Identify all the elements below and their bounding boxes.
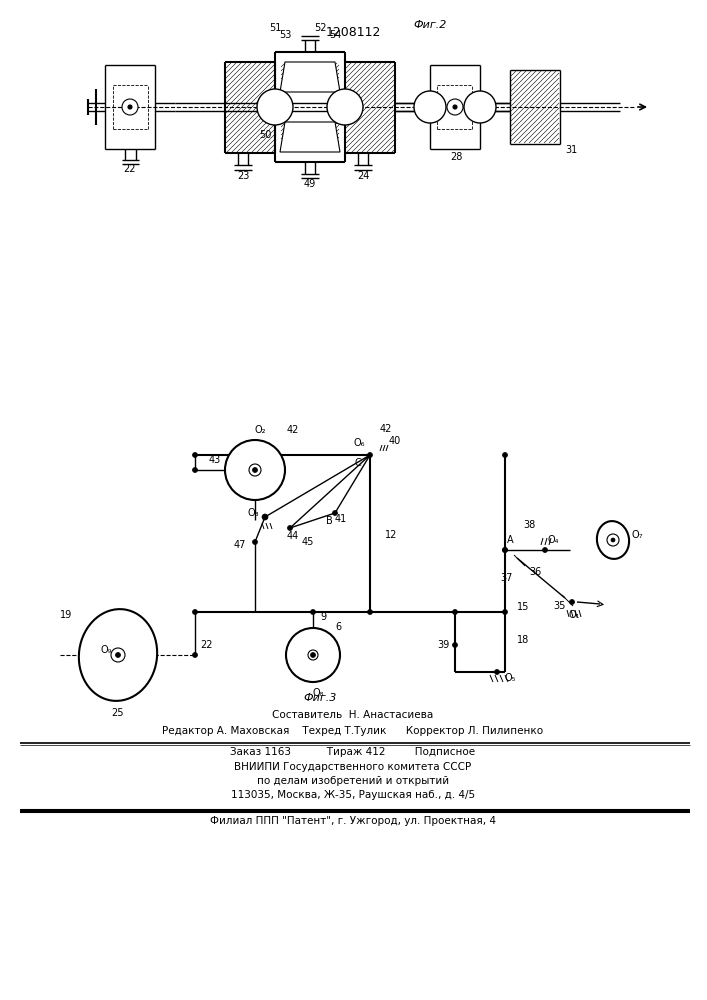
Circle shape [192,652,197,658]
Circle shape [542,548,547,552]
Text: O₃: O₃ [247,508,259,518]
Circle shape [288,526,293,530]
Text: 19: 19 [60,610,72,620]
Text: Филиал ППП "Патент", г. Ужгород, ул. Проектная, 4: Филиал ППП "Патент", г. Ужгород, ул. Про… [210,816,496,826]
Circle shape [192,609,197,614]
Ellipse shape [597,521,629,559]
Text: Редактор А. Маховская    Техред Т.Тулик      Корректор Л. Пилипенко: Редактор А. Маховская Техред Т.Тулик Кор… [163,726,544,736]
Ellipse shape [79,609,157,701]
Text: 42: 42 [380,424,392,434]
Circle shape [257,89,293,125]
Text: 38: 38 [523,520,535,530]
Text: 35: 35 [554,601,566,611]
Text: 9: 9 [320,612,326,622]
Circle shape [310,609,315,614]
Polygon shape [280,122,340,152]
Circle shape [452,609,457,614]
Text: 53: 53 [279,30,291,40]
Text: 41: 41 [335,514,347,524]
Circle shape [503,609,508,614]
Text: 1208112: 1208112 [325,25,380,38]
Text: Фиг.3: Фиг.3 [303,693,337,703]
Circle shape [464,91,496,123]
Circle shape [111,648,125,662]
Circle shape [286,628,340,682]
Text: O₈: O₈ [312,688,324,698]
Text: Составитель  Н. Анастасиева: Составитель Н. Анастасиева [272,710,433,720]
Circle shape [607,534,619,546]
Circle shape [128,105,132,109]
Text: 6: 6 [335,622,341,632]
Text: O₉: O₉ [100,645,112,655]
Text: C: C [355,458,361,468]
Circle shape [453,105,457,109]
Text: 50: 50 [259,130,272,140]
Text: 51: 51 [269,23,281,33]
Text: O₄: O₄ [547,535,559,545]
Circle shape [192,468,197,473]
Circle shape [494,670,500,674]
Polygon shape [280,62,340,92]
Circle shape [262,514,268,520]
Circle shape [225,440,285,500]
Text: 54: 54 [329,30,341,40]
Circle shape [570,599,575,604]
Circle shape [252,540,257,544]
Circle shape [611,538,615,542]
Text: A: A [507,535,513,545]
Text: ВНИИПИ Государственного комитета СССР: ВНИИПИ Государственного комитета СССР [235,762,472,772]
Circle shape [368,609,373,614]
Text: 49: 49 [304,179,316,189]
Text: 22: 22 [124,164,136,174]
Text: 44: 44 [287,531,299,541]
Circle shape [192,452,197,458]
Circle shape [452,643,457,648]
Text: 113035, Москва, Ж-35, Раушская наб., д. 4/5: 113035, Москва, Ж-35, Раушская наб., д. … [231,790,475,800]
Text: 43: 43 [209,455,221,465]
Text: Заказ 1163           Тираж 412         Подписное: Заказ 1163 Тираж 412 Подписное [230,747,476,757]
Circle shape [122,99,138,115]
Circle shape [252,468,257,473]
Text: B: B [326,516,332,526]
Text: O₆: O₆ [354,438,365,448]
Text: 24: 24 [357,171,369,181]
Circle shape [327,89,363,125]
Text: 45: 45 [302,537,314,547]
Text: O₅: O₅ [504,673,515,683]
Circle shape [249,464,261,476]
Text: 40: 40 [389,436,401,446]
Circle shape [308,650,318,660]
Text: 28: 28 [450,152,462,162]
Circle shape [332,510,337,516]
Text: 39: 39 [438,640,450,650]
Circle shape [503,548,508,552]
Text: 23: 23 [237,171,249,181]
Circle shape [447,99,463,115]
Text: O₇: O₇ [631,530,643,540]
Text: 22: 22 [200,640,213,650]
Text: по делам изобретений и открытий: по делам изобретений и открытий [257,776,449,786]
Circle shape [503,452,508,458]
Text: 52: 52 [314,23,326,33]
Text: 42: 42 [287,425,299,435]
Text: O₂: O₂ [255,425,266,435]
Text: 18: 18 [517,635,530,645]
Text: 15: 15 [517,602,530,612]
Text: Фиг.2: Фиг.2 [414,20,447,30]
Text: 47: 47 [234,540,246,550]
Circle shape [368,452,373,458]
Circle shape [503,548,508,552]
Circle shape [310,652,315,658]
Text: 37: 37 [501,573,513,583]
Text: 31: 31 [565,145,577,155]
Circle shape [115,652,120,658]
Circle shape [414,91,446,123]
Text: 12: 12 [385,530,397,540]
Text: 25: 25 [112,708,124,718]
Text: 36: 36 [529,567,541,577]
Text: O₁: O₁ [568,610,580,620]
